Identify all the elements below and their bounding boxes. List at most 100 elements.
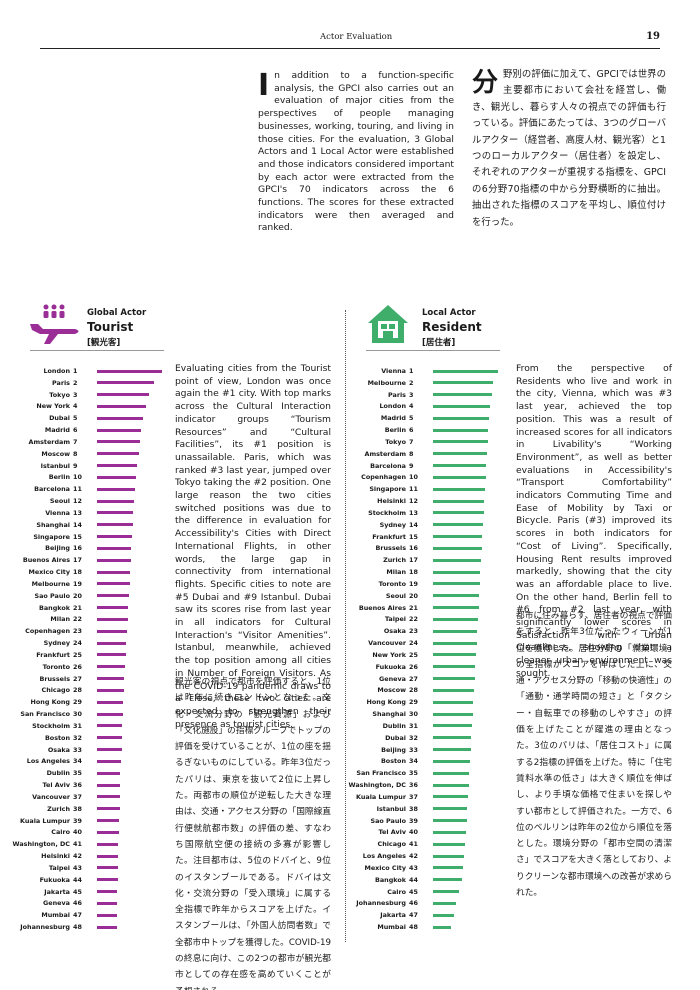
ranking-label: Madrid 5 [338,413,418,423]
page-number: 19 [646,31,660,42]
score-bar [97,759,122,763]
score-bar [433,381,493,385]
ranking-label-group: Paris 3 [388,390,418,400]
ranking-label: Osaka 23 [338,626,418,636]
city-name: Moscow [41,449,70,458]
rank: 39 [73,816,82,825]
score-bar [97,617,128,621]
score-bar [433,617,478,621]
score-bar [433,487,485,491]
ranking-label: Sydney 24 [2,638,82,648]
ranking-label: Johannesburg 46 [338,898,418,908]
rank: 46 [409,899,418,908]
score-bar [97,712,123,716]
ranking-label-group: Seoul 20 [386,591,418,601]
ranking-label: Mumbai 47 [2,910,82,920]
ranking-label: Buenos Aires 21 [338,603,418,613]
ranking-label: Istanbul 38 [338,804,418,814]
ranking-label-group: Milan 18 [386,567,418,577]
ranking-label-group: Paris 2 [52,378,82,388]
actor-name-ja: [観光客] [87,338,121,348]
city-name: Frankfurt [372,532,406,541]
ranking-label-group: Bangkok 44 [375,875,418,885]
city-name: Vancouver [32,792,70,801]
rank: 21 [409,603,418,612]
score-bar [97,535,133,539]
ranking-label-group: Taipei 43 [49,863,82,873]
ranking-label-group: Helsinki 42 [41,851,82,861]
rank: 39 [409,816,418,825]
ranking-label-group: Berlin 6 [385,425,418,435]
city-name: Kuala Lumpur [356,792,406,801]
score-bar [433,416,489,420]
ranking-label: Los Angeles 34 [2,756,82,766]
ranking-label-group: Taipei 22 [385,614,418,624]
score-bar [433,866,463,870]
score-bar [97,464,138,468]
rank: 12 [409,497,418,506]
city-name: Mumbai [41,911,70,920]
city-name: Shanghai [372,710,406,719]
score-bar [433,369,498,373]
ranking-label-group: Barcelona 9 [370,461,418,471]
ranking-label-group: New York 4 [36,401,82,411]
rank: 41 [73,840,82,849]
ranking-label: Sydney 14 [338,520,418,530]
score-bar [97,570,131,574]
score-bar [97,878,118,882]
ranking-label-group: Shanghai 14 [36,520,82,530]
ranking-label-group: Sao Paulo 20 [35,591,83,601]
rank: 43 [73,863,82,872]
rank: 19 [409,579,418,588]
ranking-label-group: Melbourne 19 [32,579,82,589]
city-name: Taipei [48,863,70,872]
ranking-label: Vienna 1 [338,366,418,376]
ranking-label: Mumbai 48 [338,922,418,932]
score-bar [433,558,482,562]
ranking-label-group: Washington, DC 41 [13,839,82,849]
ranking-label: Bangkok 21 [2,603,82,613]
city-name: Hong Kong [366,698,406,707]
ranking-label: Tokyo 3 [2,390,82,400]
city-name: Brussels [375,544,406,553]
score-bar [433,393,492,397]
ranking-label: Hong Kong 29 [338,697,418,707]
ranking-label: Dubai 32 [338,733,418,743]
score-bar [97,653,126,657]
ranking-label: Beijing 16 [2,543,82,553]
rank: 33 [73,745,82,754]
ranking-label: Buenos Aires 17 [2,555,82,565]
score-bar [433,901,457,905]
score-bar [97,724,123,728]
ranking-label: Milan 22 [2,614,82,624]
city-name: Madrid [380,414,406,423]
score-bar [97,736,122,740]
ranking-label-group: Moscow 28 [377,685,418,695]
rank: 34 [73,757,82,766]
ranking-label-group: Sydney 24 [44,638,82,648]
city-name: Geneva [379,674,406,683]
ranking-label: Frankfurt 25 [2,650,82,660]
rank: 10 [73,473,82,482]
score-bar [433,677,475,681]
ranking-label-group: Toronto 19 [379,579,418,589]
city-name: Dubai [49,414,70,423]
city-name: Dublin [46,769,70,778]
ranking-label: Jakarta 47 [338,910,418,920]
score-bar [97,428,142,432]
rank: 27 [73,674,82,683]
rank: 16 [409,544,418,553]
actor-text-en: Evaluating cities from the Tourist point… [175,363,331,730]
ranking-label: Stockholm 13 [338,508,418,518]
score-bar [97,830,120,834]
ranking-label: Johannesburg 48 [2,922,82,932]
score-bar [97,440,140,444]
city-name: Moscow [377,686,406,695]
rank: 15 [409,532,418,541]
ranking-label: Fukuoka 26 [338,662,418,672]
score-bar [433,712,473,716]
ranking-label: Zurich 17 [338,555,418,565]
rank: 34 [409,757,418,766]
actor-name-ja: [居住者] [422,338,456,348]
ranking-label: Singapore 11 [338,484,418,494]
